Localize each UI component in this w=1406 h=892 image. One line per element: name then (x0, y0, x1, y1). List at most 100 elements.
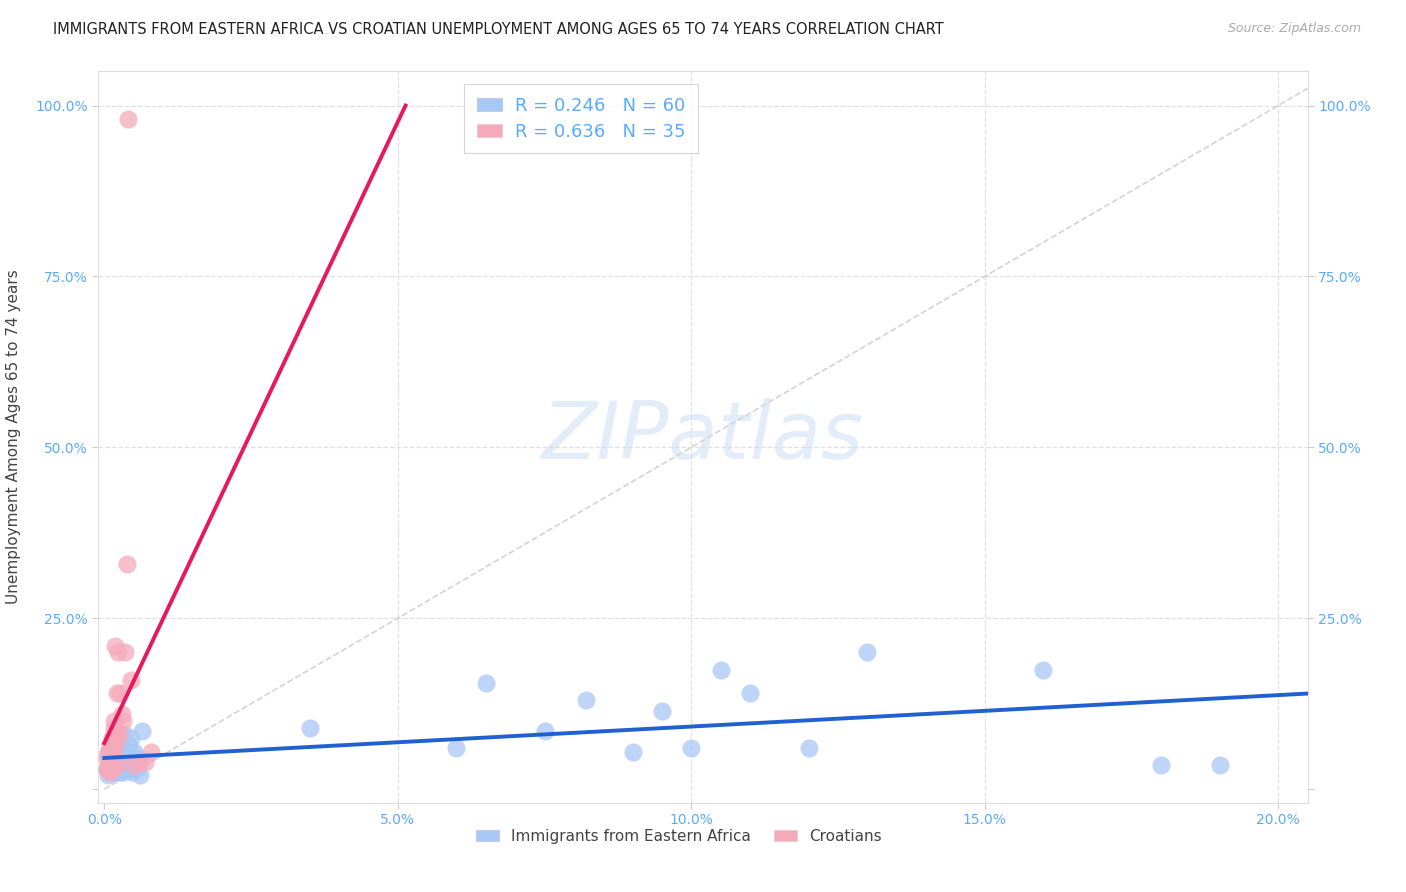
Point (97, 747, 120, 762)
Point (97, 745, 120, 759)
Point (856, 645, 879, 659)
Point (98, 765, 121, 780)
Point (108, 765, 131, 780)
Point (96, 751, 118, 765)
Y-axis label: Unemployment Among Ages 65 to 74 years: Unemployment Among Ages 65 to 74 years (7, 269, 21, 605)
Point (101, 762, 124, 776)
Point (533, 724, 555, 739)
Point (475, 676, 498, 690)
Point (120, 673, 142, 687)
Point (117, 112, 139, 127)
Point (98, 755, 121, 769)
Point (98, 741, 121, 756)
Point (141, 745, 163, 759)
Point (101, 734, 124, 748)
Point (105, 755, 128, 769)
Point (103, 762, 125, 776)
Point (97, 768, 120, 782)
Point (101, 745, 124, 759)
Text: IMMIGRANTS FROM EASTERN AFRICA VS CROATIAN UNEMPLOYMENT AMONG AGES 65 TO 74 YEAR: IMMIGRANTS FROM EASTERN AFRICA VS CROATI… (53, 22, 945, 37)
Point (101, 738, 124, 752)
Point (112, 765, 135, 780)
Point (738, 686, 761, 700)
Point (121, 765, 143, 780)
Text: Source: ZipAtlas.com: Source: ZipAtlas.com (1227, 22, 1361, 36)
Point (117, 755, 139, 769)
Point (98, 745, 121, 759)
Point (134, 755, 156, 769)
Point (103, 741, 125, 756)
Point (105, 745, 128, 759)
Point (101, 755, 124, 769)
Text: ZIPatlas: ZIPatlas (541, 398, 865, 476)
Point (105, 765, 128, 780)
Legend: Immigrants from Eastern Africa, Croatians: Immigrants from Eastern Africa, Croatian… (470, 822, 887, 850)
Point (114, 762, 136, 776)
Point (104, 734, 127, 748)
Point (108, 727, 131, 741)
Point (107, 762, 129, 776)
Point (103, 747, 125, 762)
Point (104, 765, 127, 780)
Point (107, 645, 129, 659)
Point (1032, 663, 1054, 677)
Point (120, 731, 142, 745)
Point (98, 765, 121, 780)
Point (98, 738, 121, 752)
Point (98, 762, 121, 776)
Point (103, 714, 125, 728)
Point (105, 686, 128, 700)
Point (105, 731, 128, 745)
Point (122, 745, 145, 759)
Point (575, 693, 598, 707)
Point (115, 747, 138, 762)
Point (114, 645, 136, 659)
Point (122, 758, 145, 772)
Point (108, 686, 131, 700)
Point (131, 724, 153, 739)
Point (127, 751, 149, 765)
Point (681, 741, 703, 756)
Point (128, 755, 150, 769)
Point (107, 734, 129, 748)
Point (100, 745, 122, 759)
Point (97, 762, 120, 776)
Point (105, 727, 128, 741)
Point (100, 751, 122, 765)
Point (125, 762, 148, 776)
Point (115, 557, 138, 571)
Point (124, 755, 146, 769)
Point (621, 745, 644, 759)
Point (108, 747, 131, 762)
Point (298, 721, 321, 735)
Point (100, 755, 122, 769)
Point (101, 765, 124, 780)
Point (96, 762, 118, 776)
Point (112, 714, 135, 728)
Point (118, 738, 141, 752)
Point (100, 762, 122, 776)
Point (120, 762, 142, 776)
Point (96, 762, 118, 776)
Point (103, 721, 125, 735)
Point (446, 741, 468, 756)
Point (104, 639, 127, 653)
Point (111, 734, 134, 748)
Point (104, 758, 127, 772)
Point (128, 768, 150, 782)
Point (1208, 758, 1230, 772)
Point (101, 731, 124, 745)
Point (114, 751, 136, 765)
Point (108, 741, 131, 756)
Point (111, 706, 134, 721)
Point (797, 741, 820, 756)
Point (98, 755, 121, 769)
Point (110, 758, 132, 772)
Point (710, 663, 733, 677)
Point (111, 762, 134, 776)
Point (110, 755, 132, 769)
Point (105, 762, 128, 776)
Point (651, 704, 673, 718)
Point (1150, 758, 1173, 772)
Point (112, 727, 135, 741)
